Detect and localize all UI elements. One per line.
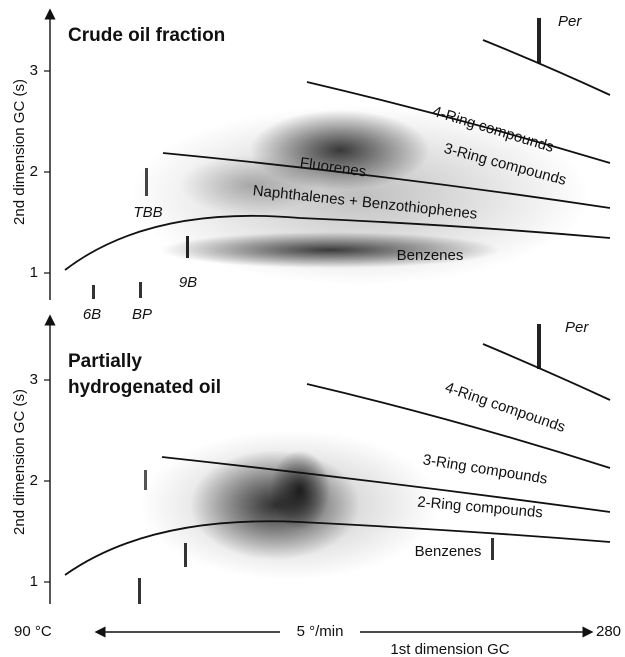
peak	[184, 543, 187, 567]
peak	[186, 236, 189, 258]
peak	[537, 18, 541, 63]
region-boundary	[162, 152, 611, 209]
peak	[138, 578, 141, 604]
signal	[160, 232, 500, 268]
y-tick-label: 2	[30, 163, 38, 180]
peak-label: Per	[565, 319, 589, 336]
y-tick-label: 2	[30, 472, 38, 489]
peak-label: 6B	[83, 306, 101, 323]
signal	[180, 155, 320, 215]
y-axis-label: 2nd dimension GC (s)	[11, 79, 28, 225]
panel-title: Partially	[68, 351, 142, 372]
y-tick-label: 3	[30, 62, 38, 79]
peak	[92, 285, 95, 299]
peak	[537, 324, 541, 369]
region-boundary	[306, 81, 611, 164]
peak-label: Per	[558, 13, 582, 30]
peak-label: TBB	[133, 204, 162, 221]
region-boundary	[306, 383, 611, 469]
peak	[145, 168, 148, 196]
y-tick-label: 1	[30, 264, 38, 281]
region-label: Benzenes	[415, 543, 482, 560]
region-boundary	[64, 520, 611, 576]
peak-label: 9B	[179, 274, 197, 291]
region-boundary	[161, 456, 611, 513]
y-axis-label: 2nd dimension GC (s)	[11, 389, 28, 535]
x-rate-label: 5 °/min	[297, 623, 344, 640]
region-label: 3-Ring compounds	[422, 451, 549, 487]
panel-title: Crude oil fraction	[68, 25, 225, 46]
region-boundary	[64, 214, 611, 271]
region-label: 4-Ring compounds	[443, 379, 568, 436]
x-axis-label: 1st dimension GC	[390, 641, 509, 657]
panel-title: hydrogenated oil	[68, 377, 221, 398]
x-start-label: 90 °C	[14, 623, 52, 640]
peak	[491, 538, 494, 560]
peak	[144, 470, 147, 490]
y-tick-label: 3	[30, 371, 38, 388]
peak-label: BP	[132, 306, 152, 323]
region-label: Benzenes	[397, 247, 464, 264]
chromatogram-bottom	[138, 324, 541, 604]
y-tick-label: 1	[30, 573, 38, 590]
x-end-label: 280 °C	[596, 623, 625, 640]
signal	[270, 450, 330, 530]
region-boundary	[482, 39, 611, 96]
peak	[139, 282, 142, 298]
chromatogram-top	[92, 18, 590, 299]
region-boundary	[482, 343, 611, 401]
